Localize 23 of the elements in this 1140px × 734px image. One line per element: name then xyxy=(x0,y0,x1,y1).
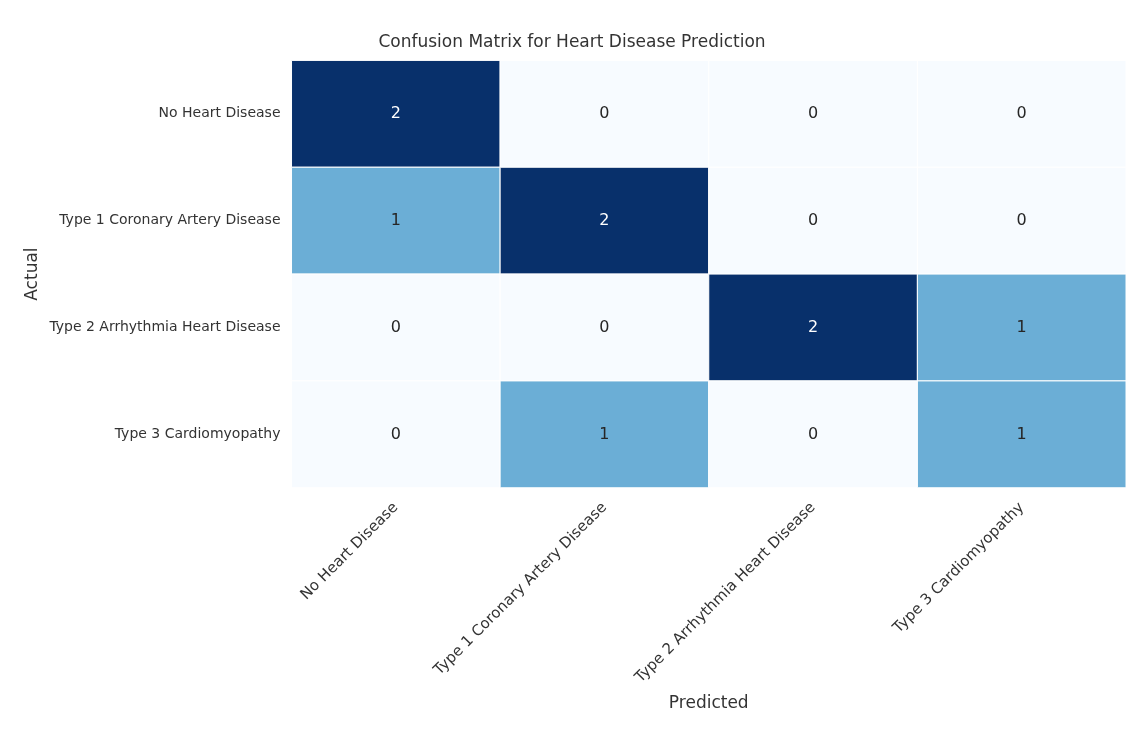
data-label: 0 xyxy=(807,209,819,229)
y-axis-title: Actual xyxy=(20,247,41,301)
data-label: 1 xyxy=(390,209,401,229)
chart-title: Confusion Matrix for Heart Disease Prediction xyxy=(378,30,766,51)
y-tick-label: No Heart Disease xyxy=(158,104,281,121)
data-label: 0 xyxy=(1016,102,1027,122)
data-label: 0 xyxy=(599,316,610,336)
data-label: 2 xyxy=(390,102,401,122)
data-label: 0 xyxy=(807,423,819,443)
data-label: 1 xyxy=(599,423,610,443)
data-label: 0 xyxy=(807,102,819,122)
y-tick-label: Type 1 Coronary Artery Disease xyxy=(58,211,281,228)
y-tick-label: Type 2 Arrhythmia Heart Disease xyxy=(48,318,281,335)
data-label: 0 xyxy=(599,102,610,122)
data-label: 1 xyxy=(1016,423,1027,443)
data-label: 0 xyxy=(1016,209,1027,229)
y-tick-label: Type 3 Cardiomyopathy xyxy=(113,424,281,441)
data-label: 1 xyxy=(1016,316,1027,336)
data-label: 2 xyxy=(599,209,610,229)
data-label: 0 xyxy=(390,423,401,443)
data-label: 0 xyxy=(390,316,401,336)
x-axis-title: Predicted xyxy=(668,692,749,713)
data-label: 2 xyxy=(807,316,819,336)
